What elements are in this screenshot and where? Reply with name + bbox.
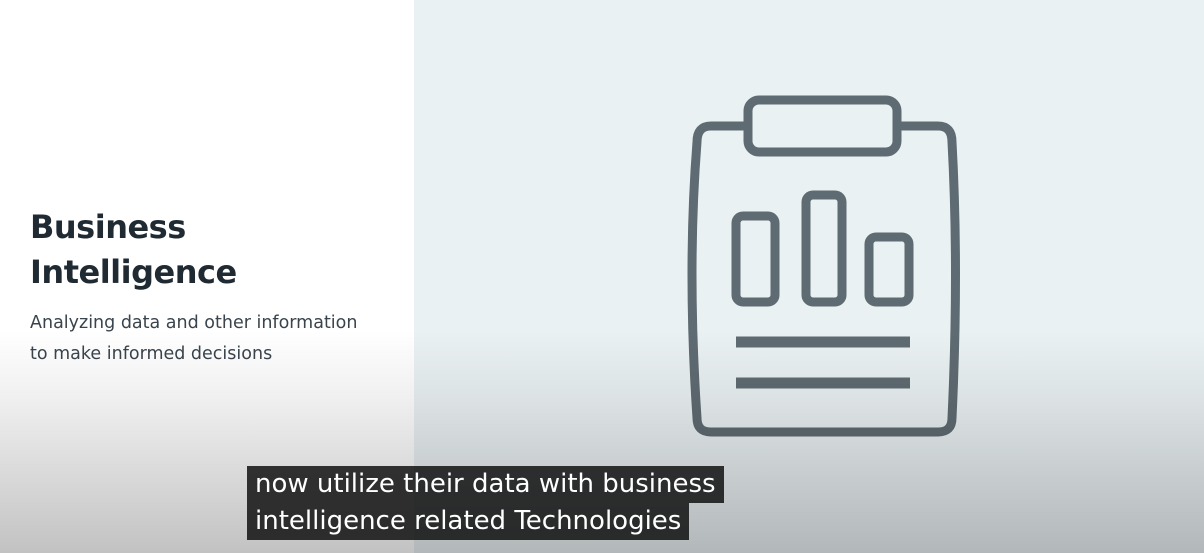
slide-title-line-2: Intelligence (30, 253, 237, 291)
subtitle-captions: now utilize their data with business int… (247, 466, 724, 540)
chart-bar-left (731, 211, 780, 307)
caption-line-2: intelligence related Technologies (247, 503, 690, 540)
slide-subtitle: Analyzing data and other information to … (30, 308, 410, 370)
chart-bar-right (864, 232, 914, 307)
slide-subtitle-line-2: to make informed decisions (30, 344, 273, 364)
caption-line-1: now utilize their data with business (247, 466, 724, 503)
slide-title-line-1: Business (30, 208, 186, 246)
clipboard-bar-chart-icon (687, 95, 960, 437)
slide-subtitle-line-1: Analyzing data and other information (30, 313, 358, 333)
clipboard-clip (743, 95, 902, 157)
chart-bar-middle (801, 190, 847, 307)
clipboard-body (687, 121, 960, 437)
slide-title: Business Intelligence (30, 205, 400, 295)
text-panel (0, 0, 414, 553)
